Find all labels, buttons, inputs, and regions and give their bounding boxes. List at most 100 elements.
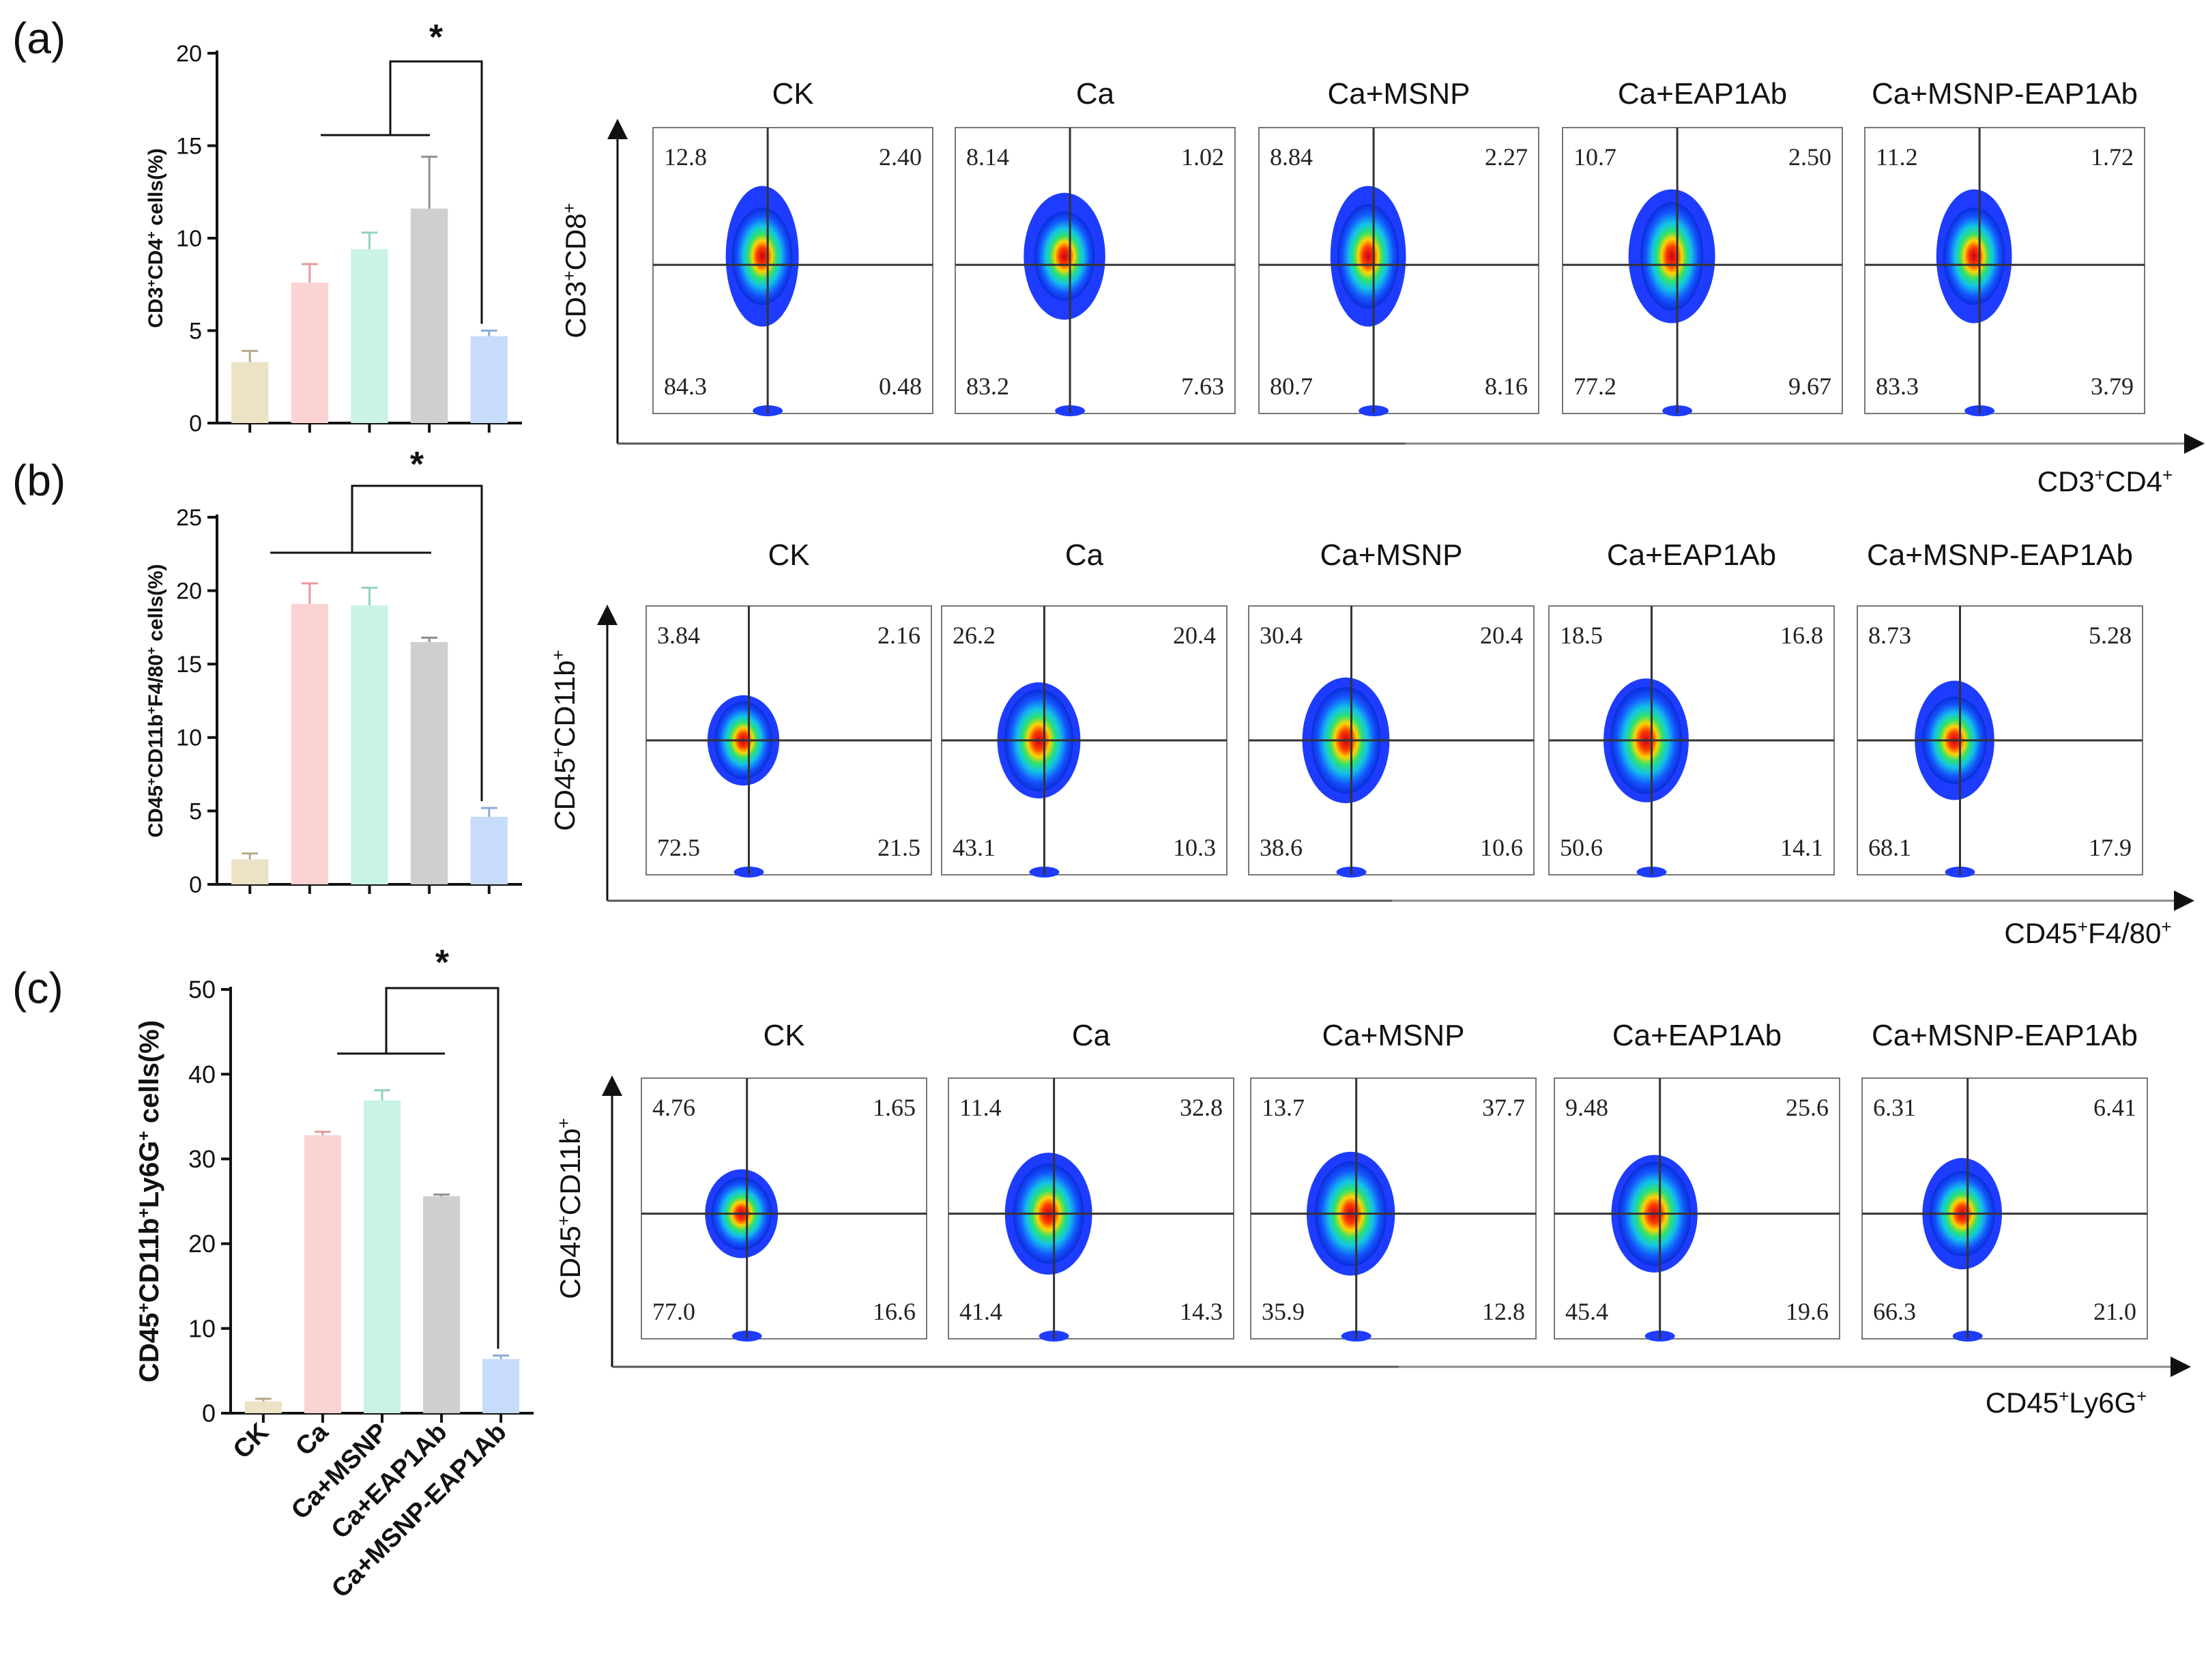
quadrant-upper-right: 5.28 xyxy=(2089,622,2132,649)
flow-y-axis-label-part: CD11b xyxy=(549,660,581,747)
panel-label-b: (b) xyxy=(12,456,66,505)
quadrant-lower-right: 19.6 xyxy=(1786,1298,1829,1325)
quadrant-lower-left: 80.7 xyxy=(1270,373,1313,400)
flow-plot-title: Ca xyxy=(1072,1019,1111,1052)
bar-CK xyxy=(244,1401,282,1413)
bar-Ca+EAP1Ab xyxy=(423,1196,461,1413)
bar-Ca xyxy=(291,283,329,423)
quadrant-lower-left: 50.6 xyxy=(1560,834,1603,861)
flow-plot-title: Ca+MSNP xyxy=(1322,1019,1464,1052)
flow-y-axis-label: CD3+CD8+ xyxy=(559,203,592,338)
flow-plot-CK: CK 4.76 1.65 77.0 16.6 xyxy=(641,1019,927,1342)
quadrant-lower-right: 7.63 xyxy=(1181,373,1224,400)
y-tick-label: 30 xyxy=(188,1145,216,1173)
quadrant-upper-left: 4.76 xyxy=(652,1094,695,1121)
flow-plot-Ca+MSNP-EAP1Ab: Ca+MSNP-EAP1Ab 6.31 6.41 66.3 21.0 xyxy=(1861,1019,2148,1342)
bar-Ca+MSNP-EAP1Ab xyxy=(482,1359,520,1413)
flow-plot-Ca+EAP1Ab: Ca+EAP1Ab 10.7 2.50 77.2 9.67 xyxy=(1562,77,1843,416)
y-axis-label-part: CD11b xyxy=(134,1218,164,1303)
flow-x-axis-label-part: CD3 xyxy=(2037,465,2095,497)
flow-plot-title: Ca+MSNP-EAP1Ab xyxy=(1867,538,2133,572)
flow-plot-title: CK xyxy=(768,538,809,572)
significance-star: * xyxy=(429,18,444,57)
quadrant-lower-left: 72.5 xyxy=(657,834,700,861)
flow-plot-CK: CK 12.8 2.40 84.3 0.48 xyxy=(652,77,933,416)
flow-plot-title: Ca xyxy=(1065,538,1104,572)
y-axis-label-part: Ly6G xyxy=(134,1141,164,1208)
quadrant-lower-right: 9.67 xyxy=(1788,373,1831,400)
flow-x-axis-label-part: + xyxy=(2059,1386,2069,1406)
quadrant-lower-right: 8.16 xyxy=(1485,373,1528,400)
flow-plot-Ca+MSNP: Ca+MSNP 8.84 2.27 80.7 8.16 xyxy=(1258,77,1539,416)
flow-plot-title: Ca+MSNP-EAP1Ab xyxy=(1872,77,2138,111)
quadrant-upper-left: 10.7 xyxy=(1573,143,1616,171)
y-tick-label: 5 xyxy=(189,318,202,344)
y-axis-label: CD45+CD11b+Ly6G+ cells(%) xyxy=(134,1020,164,1382)
quadrant-lower-right: 3.79 xyxy=(2091,373,2134,400)
y-axis-label-part: + xyxy=(144,778,158,785)
quadrant-upper-left: 11.2 xyxy=(1876,143,1918,171)
y-tick-label: 0 xyxy=(202,1400,216,1428)
flow-plot-title: CK xyxy=(763,1019,804,1052)
quadrant-upper-right: 32.8 xyxy=(1180,1094,1223,1121)
quadrant-upper-right: 1.02 xyxy=(1181,143,1224,171)
bar-Ca+EAP1Ab xyxy=(410,208,448,423)
quadrant-lower-right: 14.3 xyxy=(1180,1298,1223,1325)
flow-y-axis-label: CD45+CD11b+ xyxy=(548,650,581,830)
flow-y-axis-label-part: CD11b xyxy=(554,1128,586,1215)
quadrant-upper-left: 30.4 xyxy=(1260,622,1303,649)
quadrant-lower-left: 38.6 xyxy=(1260,834,1303,861)
flow-plot-Ca+MSNP: Ca+MSNP 30.4 20.4 38.6 10.6 xyxy=(1248,538,1535,878)
y-axis-label-part: + xyxy=(144,231,158,239)
y-axis-label-part: + xyxy=(135,1131,154,1140)
flow-plot-title: Ca xyxy=(1076,77,1115,111)
flow-x-axis-label-part: F4/80 xyxy=(2088,917,2161,949)
flow-plot-title: Ca+MSNP xyxy=(1320,538,1462,572)
y-axis-label-part: + xyxy=(144,280,158,287)
flow-y-axis-label: CD45+CD11b+ xyxy=(553,1118,586,1299)
y-axis-label-part: CD4 xyxy=(145,239,167,280)
flow-x-axis-label-part: + xyxy=(2161,916,2171,937)
quadrant-lower-right: 14.1 xyxy=(1780,834,1823,861)
significance-star: * xyxy=(410,445,424,484)
flow-y-axis-label-part: + xyxy=(553,1118,574,1128)
flow-x-axis-label-part: CD45 xyxy=(1986,1387,2059,1419)
flow-plot-Ca: Ca 8.14 1.02 83.2 7.63 xyxy=(955,77,1236,416)
quadrant-upper-right: 1.72 xyxy=(2091,143,2134,171)
flow-y-axis-label-part: CD45 xyxy=(554,1226,586,1299)
flow-x-axis-label-part: + xyxy=(2162,465,2173,485)
y-axis-label-part: CD45 xyxy=(134,1313,164,1382)
y-axis-label-part: cells(%) xyxy=(145,564,167,647)
y-axis-label-part: cells(%) xyxy=(134,1020,164,1131)
x-category-label: CK xyxy=(228,1417,275,1464)
flow-y-axis-label-part: + xyxy=(548,747,568,757)
flow-x-axis-label-part: Ly6G xyxy=(2069,1387,2136,1419)
quadrant-upper-left: 8.14 xyxy=(966,143,1009,171)
y-tick-label: 20 xyxy=(176,41,202,67)
flow-y-axis-label-part: + xyxy=(559,203,579,213)
y-tick-label: 0 xyxy=(189,411,202,437)
quadrant-upper-right: 2.16 xyxy=(877,622,920,649)
quadrant-lower-left: 66.3 xyxy=(1873,1298,1916,1325)
y-axis-label-part: + xyxy=(144,647,158,654)
flow-plot-title: Ca+EAP1Ab xyxy=(1618,77,1787,111)
quadrant-upper-left: 3.84 xyxy=(657,622,700,649)
y-tick-label: 15 xyxy=(176,652,202,678)
y-axis-label-part: + xyxy=(135,1303,154,1312)
panel-label-a: (a) xyxy=(12,14,66,63)
bar-CK xyxy=(231,859,269,884)
flow-plot-frame xyxy=(641,1077,927,1339)
quadrant-lower-left: 41.4 xyxy=(959,1298,1002,1325)
y-tick-label: 0 xyxy=(189,872,202,898)
quadrant-lower-right: 21.5 xyxy=(877,834,920,861)
flow-plot-title: CK xyxy=(772,77,813,111)
quadrant-upper-right: 1.65 xyxy=(873,1094,916,1121)
flow-x-axis-label: CD45+F4/80+ xyxy=(2004,916,2171,949)
flow-x-axis-label-part: + xyxy=(2095,465,2105,485)
